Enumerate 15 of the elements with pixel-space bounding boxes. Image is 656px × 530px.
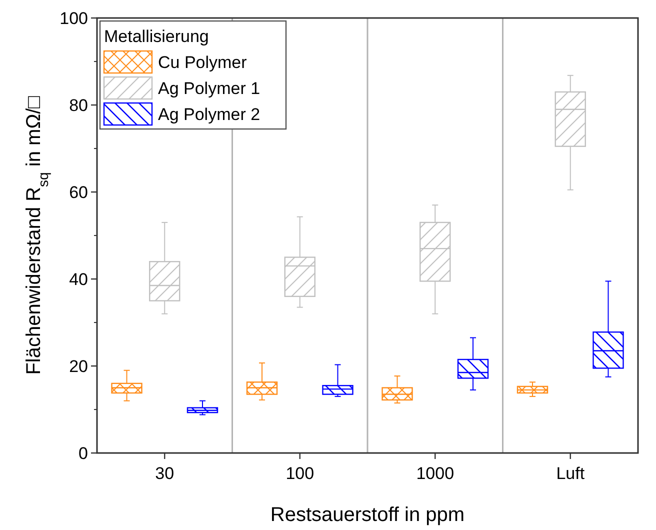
y-tick-label: 80 (69, 96, 88, 115)
x-tick-label: 1000 (416, 464, 454, 483)
legend-label: Ag Polymer 1 (158, 79, 260, 98)
x-tick-label: Luft (556, 464, 585, 483)
legend-title: Metallisierung (104, 27, 209, 46)
y-tick-label: 100 (60, 8, 88, 28)
y-tick-label: 20 (69, 356, 88, 376)
y-tick-label: 60 (69, 182, 88, 202)
legend-label: Cu Polymer (158, 53, 248, 72)
x-tick-label: 100 (286, 464, 314, 483)
x-axis-title: Restsauerstoff in ppm (270, 504, 465, 526)
y-tick-label: 40 (69, 270, 88, 289)
y-tick-label: 0 (78, 444, 88, 463)
legend-label: Ag Polymer 2 (158, 105, 260, 124)
x-tick-label: 30 (155, 464, 174, 483)
